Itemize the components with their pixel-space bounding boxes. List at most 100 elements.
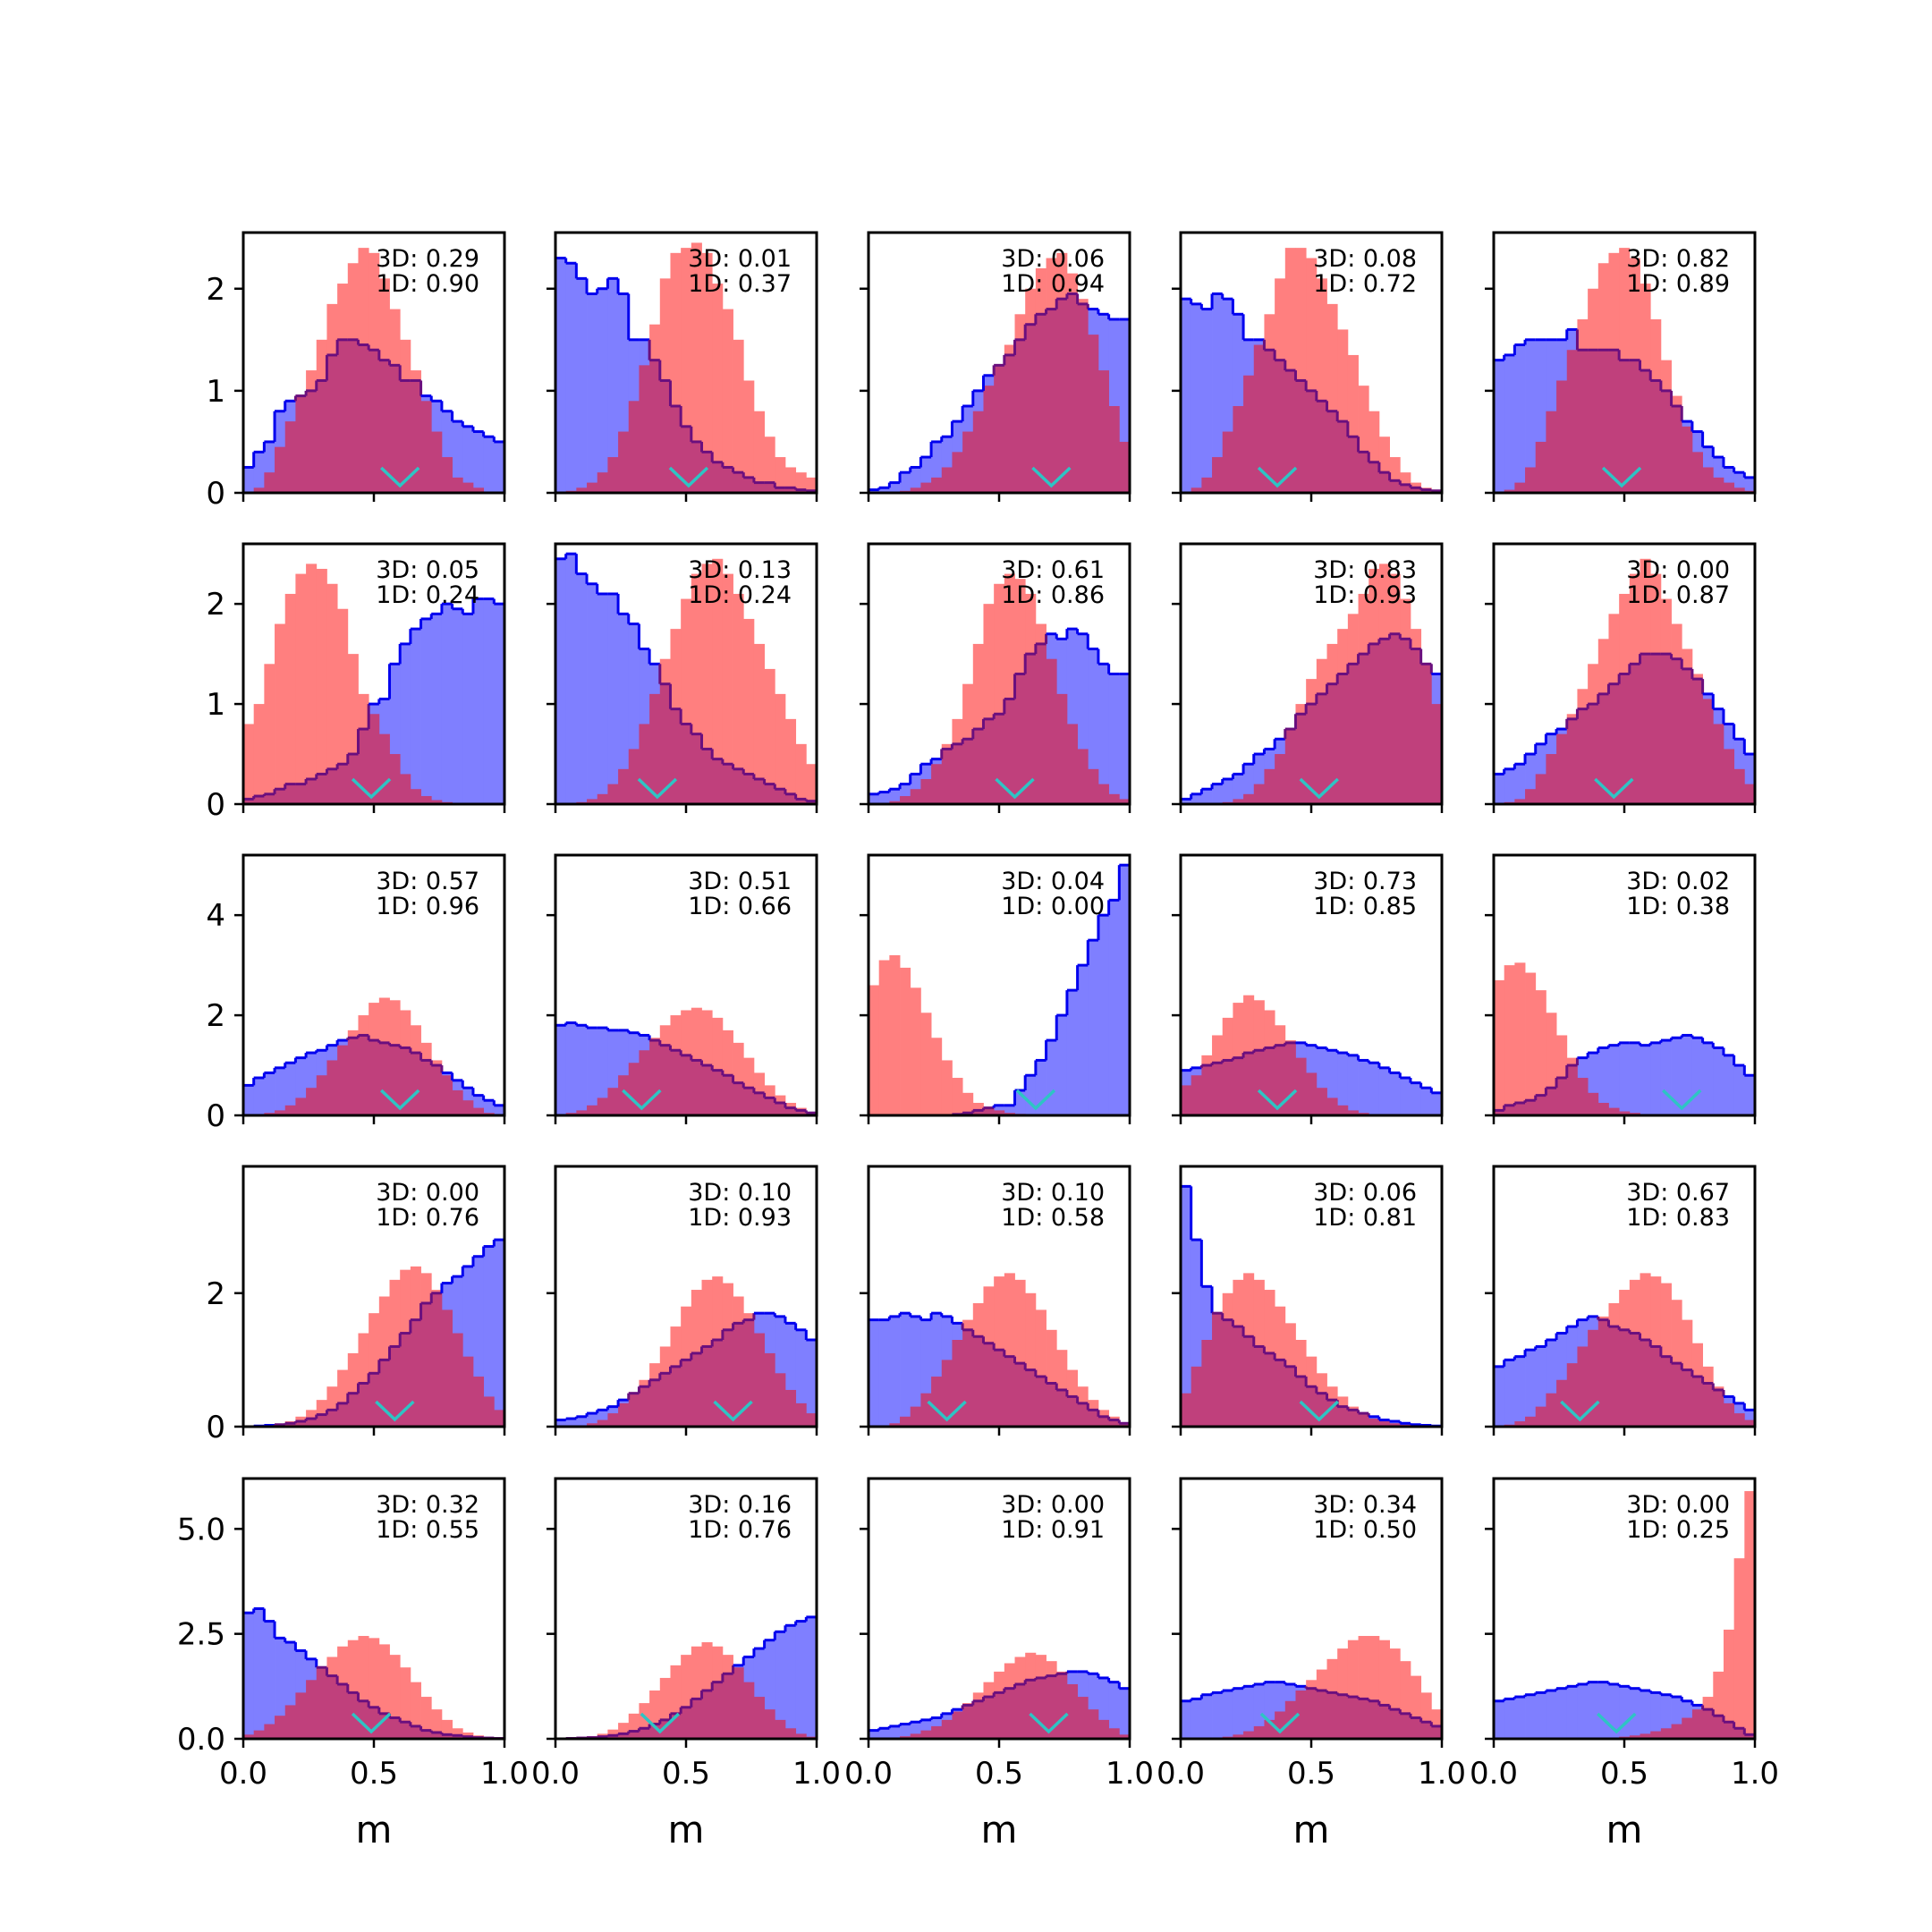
red-bar: [326, 1386, 338, 1411]
red-bar: [983, 1286, 995, 1343]
x-axis-label: m: [981, 1808, 1018, 1852]
estimate-marker: [1031, 466, 1072, 488]
overlap-bar: [743, 774, 755, 804]
overlap-bar: [1514, 799, 1526, 804]
x-tick-label: 0.0: [844, 1756, 893, 1792]
blue-bar: [1108, 1682, 1120, 1739]
blue-bar: [878, 792, 890, 804]
y-tick-label: 2: [206, 1276, 225, 1312]
blue-bar: [1420, 1088, 1432, 1115]
overlap-bar: [400, 1333, 411, 1427]
y-tick-label: 0: [206, 787, 225, 823]
overlap-bar: [431, 1732, 443, 1739]
overlap-bar: [1640, 370, 1651, 493]
overlap-bar: [369, 350, 380, 493]
panel-data: [1181, 564, 1442, 804]
red-bar: [701, 252, 713, 453]
label-3d: 3D: 0.32: [376, 1491, 479, 1519]
blue-bar: [869, 489, 880, 493]
label-1d: 1D: 0.85: [1313, 893, 1417, 920]
overlap-bar: [1337, 421, 1349, 493]
overlap-bar: [1253, 344, 1265, 493]
blue-bar: [243, 467, 255, 493]
overlap-bar: [316, 1667, 327, 1739]
overlap-bar: [795, 1110, 807, 1115]
blue-bar: [420, 618, 432, 804]
overlap-bar: [1306, 390, 1318, 493]
red-bar: [1035, 1655, 1046, 1678]
label-3d: 3D: 0.83: [1313, 556, 1417, 584]
red-bar: [1025, 1292, 1037, 1370]
blue-bar: [1088, 940, 1099, 1115]
red-bar: [378, 278, 390, 360]
overlap-bar: [753, 1092, 765, 1115]
red-bar: [607, 1729, 619, 1736]
overlap-bar: [452, 477, 463, 493]
estimate-marker: [1299, 777, 1339, 800]
red-bar: [931, 1038, 943, 1115]
red-bar: [431, 1709, 443, 1733]
overlap-bar: [1243, 1336, 1255, 1427]
overlap-bar: [1295, 380, 1307, 493]
red-bar: [306, 564, 318, 780]
panel-data: [555, 242, 817, 493]
overlap-bar: [1077, 1402, 1089, 1427]
overlap-bar: [722, 1075, 733, 1115]
overlap-bar: [1597, 1319, 1609, 1427]
blue-bar: [1514, 1697, 1526, 1739]
overlap-bar: [1326, 1692, 1338, 1739]
overlap-bar: [295, 1097, 307, 1115]
red-bar: [691, 573, 702, 734]
blue-bar: [431, 614, 443, 804]
overlap-bar: [1650, 1731, 1662, 1739]
overlap-bar: [920, 1730, 932, 1739]
overlap-bar: [712, 1682, 724, 1739]
overlap-bar: [994, 1110, 1005, 1115]
overlap-bar: [1243, 1053, 1255, 1115]
red-bar: [618, 1723, 630, 1734]
overlap-bar: [1619, 1111, 1631, 1115]
y-tick-label: 2: [206, 272, 225, 308]
overlap-bar: [1629, 1333, 1640, 1427]
overlap-bar: [1191, 487, 1202, 493]
red-bar: [1525, 972, 1537, 1101]
overlap-bar: [420, 796, 432, 804]
blue-bar: [1525, 339, 1537, 493]
red-bar: [1108, 1416, 1120, 1420]
overlap-bar: [1597, 693, 1609, 804]
overlap-bar: [378, 733, 390, 804]
red-bar: [712, 284, 724, 462]
overlap-bar: [910, 789, 921, 804]
overlap-bar: [952, 743, 963, 804]
overlap-bar: [1723, 1722, 1735, 1739]
blue-bar: [587, 293, 598, 493]
y-tick-label: 0.0: [177, 1722, 225, 1758]
overlap-bar: [743, 1088, 755, 1115]
overlap-bar: [1368, 1419, 1380, 1427]
overlap-bar: [410, 1319, 421, 1427]
overlap-bar: [889, 801, 901, 804]
red-bar: [994, 583, 1005, 715]
red-bar: [400, 1667, 411, 1723]
overlap-bar: [1243, 375, 1255, 493]
overlap-bar: [1066, 1683, 1078, 1739]
red-bar: [670, 1665, 682, 1714]
overlap-bar: [1347, 1110, 1359, 1115]
overlap-bar: [1577, 1078, 1589, 1115]
overlap-bar: [1088, 1709, 1099, 1739]
overlap-bar: [389, 1717, 401, 1739]
red-bar: [1650, 319, 1662, 381]
red-bar: [691, 1290, 702, 1353]
red-bar: [1671, 623, 1682, 659]
blue-bar: [1744, 1410, 1755, 1427]
overlap-bar: [1400, 484, 1411, 493]
blue-bar: [452, 421, 463, 493]
overlap-bar: [264, 1724, 275, 1739]
red-bar: [670, 1015, 682, 1051]
overlap-bar: [337, 339, 349, 493]
blue-bar: [555, 258, 567, 493]
red-bar: [347, 654, 359, 755]
overlap-bar: [1046, 1383, 1057, 1427]
overlap-bar: [1056, 1674, 1068, 1739]
red-bar: [1326, 1658, 1338, 1693]
